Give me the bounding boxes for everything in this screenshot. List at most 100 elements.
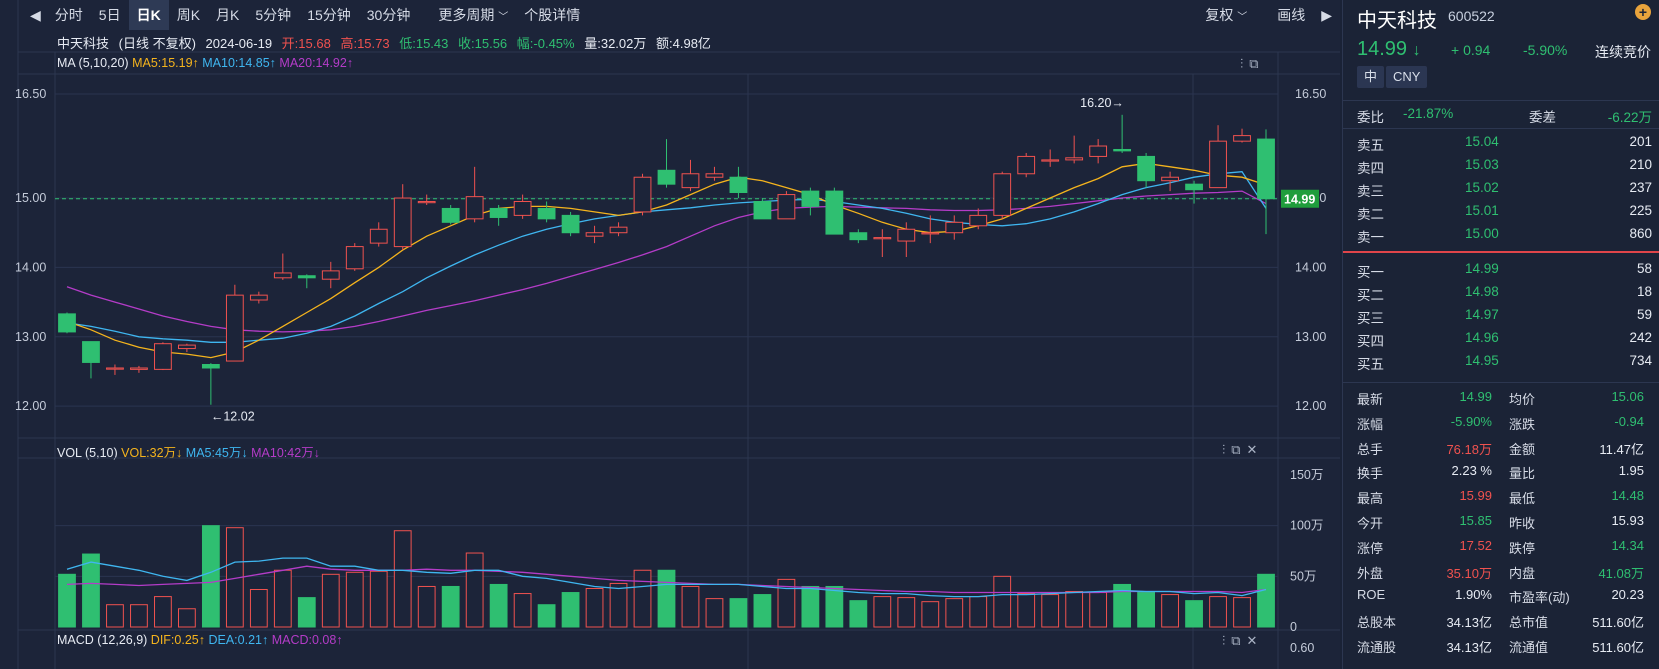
tab-30min[interactable]: 30分钟 [366, 7, 411, 23]
popout-icon[interactable]: ⧉ [1249, 56, 1265, 71]
weibi-row: 委比 -21.87% 委差 -6.22万 [1357, 106, 1652, 128]
add-watchlist-icon[interactable]: + [1635, 4, 1651, 20]
current-price-tag [1281, 189, 1319, 208]
stat-label: 最低 [1509, 491, 1536, 507]
macd-tick-label: 0.60 [1290, 641, 1314, 655]
level-price: 14.99 [1465, 261, 1499, 276]
price-tick-label: 12.00 [15, 399, 46, 413]
candle-up [945, 221, 964, 234]
candle-down [58, 313, 76, 333]
draw-line-button[interactable]: 画线 [1277, 7, 1306, 23]
stat-item: 涨跌 -0.94 [1509, 414, 1644, 434]
candle-down [489, 207, 508, 218]
more-periods-dropdown[interactable]: 更多周期 ﹀ [430, 0, 516, 30]
candle-up [513, 201, 532, 216]
quote-stock-code: 600522 [1448, 8, 1495, 24]
volume-bar-up [945, 598, 964, 628]
candle-up [345, 246, 364, 270]
buy-level-row[interactable]: 买五 14.95 734 [1357, 353, 1652, 375]
buy-level-row[interactable]: 买四 14.96 242 [1357, 330, 1652, 352]
stat-value: 511.60亿 [1592, 615, 1644, 631]
settings-sliders-icon[interactable]: ⫶ [1222, 442, 1232, 457]
tab-fenshi[interactable]: 分时 [54, 7, 83, 23]
info-close: 收:15.56 [458, 36, 508, 51]
close-icon[interactable]: ✕ [1246, 442, 1264, 457]
kline-chart-svg[interactable]: 16.5016.5015.0015.0014.0014.0013.0013.00… [0, 0, 1340, 669]
vol-legend-title: VOL (5,10) [57, 446, 118, 460]
level-label: 买五 [1357, 357, 1384, 372]
fuquan-dropdown[interactable]: 复权 ﹀ [1197, 0, 1255, 30]
candle-down [1185, 183, 1203, 191]
stat-value: 17.52 [1459, 537, 1492, 553]
tab-5min[interactable]: 5分钟 [255, 7, 292, 23]
info-date: 2024-06-19 [205, 36, 273, 51]
market-tag: 中 [1357, 66, 1385, 88]
stat-item: ROE 1.90% [1357, 587, 1492, 607]
volume-bar-up [681, 585, 700, 628]
stat-item: 均价 15.06 [1509, 389, 1644, 409]
high-marker-label: 16.20→ [1080, 96, 1124, 110]
sell-level-row[interactable]: 卖一 15.00 860 [1357, 226, 1652, 248]
tab-15min[interactable]: 15分钟 [307, 7, 351, 23]
stat-item: 总股本 34.13亿 [1357, 612, 1492, 632]
level-label: 买三 [1357, 311, 1384, 326]
price-tick-label: 16.50 [1295, 87, 1326, 101]
candle-down [1137, 155, 1156, 182]
sell-level-row[interactable]: 卖三 15.02 237 [1357, 180, 1652, 202]
volume-bar-down [753, 594, 772, 628]
sell-level-row[interactable]: 卖四 15.03 210 [1357, 157, 1652, 179]
info-volume: 量:32.02万 [584, 36, 647, 51]
settings-sliders-icon[interactable]: ⫶ [1222, 633, 1232, 648]
volume-bar-up [154, 596, 172, 628]
period-toolbar: ◀ 分时 5日 日K 周K 月K 5分钟 15分钟 30分钟 更多周期 ﹀ 个股… [0, 0, 1340, 30]
candle-down [825, 190, 844, 235]
popout-icon[interactable]: ⧉ [1231, 442, 1247, 457]
candle-down [537, 207, 556, 220]
buy-level-row[interactable]: 买二 14.98 18 [1357, 284, 1652, 306]
stat-item: 最新 14.99 [1357, 389, 1492, 409]
volume-bar-up [106, 604, 124, 628]
toolbar-right: 复权 ﹀ 画线 ▶ [1197, 0, 1340, 30]
level-volume: 58 [1636, 261, 1652, 276]
stock-detail-link[interactable]: 个股详情 [524, 7, 581, 23]
candle-up [1209, 140, 1227, 189]
candle-up [465, 196, 484, 220]
prev-arrow-icon[interactable]: ◀ [30, 7, 41, 23]
candle-up [777, 194, 796, 220]
stat-value: 20.23 [1611, 587, 1644, 603]
settings-sliders-icon[interactable]: ⫶ [1240, 56, 1250, 71]
candle-up [897, 228, 916, 242]
volume-bar-down [1257, 573, 1275, 628]
stat-item: 涨幅 -5.90% [1357, 414, 1492, 434]
candle-up [106, 367, 124, 370]
info-mode: (日线 不复权) [118, 36, 196, 51]
close-icon[interactable]: ✕ [1246, 633, 1264, 648]
popout-icon[interactable]: ⧉ [1231, 633, 1247, 648]
stat-label: 涨跌 [1509, 416, 1536, 432]
tab-5day[interactable]: 5日 [98, 7, 121, 23]
sell-level-row[interactable]: 卖五 15.04 201 [1357, 134, 1652, 156]
stat-label: 换手 [1357, 466, 1384, 482]
next-arrow-icon[interactable]: ▶ [1321, 7, 1332, 23]
more-periods-label: 更多周期 [438, 7, 495, 23]
volume-bar-down [489, 583, 508, 628]
volume-bar-down [201, 525, 220, 628]
volume-bar-up [777, 578, 796, 628]
weibi-value: -21.87% [1403, 106, 1454, 121]
divider [1343, 100, 1659, 101]
sell-level-row[interactable]: 卖二 15.01 225 [1357, 203, 1652, 225]
volume-bar-down [657, 569, 676, 628]
candle-up [609, 226, 628, 234]
info-stock-name: 中天科技 [57, 36, 110, 51]
tab-weekk[interactable]: 周K [176, 7, 201, 23]
buy-level-row[interactable]: 买三 14.97 59 [1357, 307, 1652, 329]
level-label: 卖三 [1357, 184, 1384, 199]
buy-level-row[interactable]: 买一 14.99 58 [1357, 261, 1652, 283]
stat-value: 15.85 [1459, 513, 1492, 528]
tab-monthk[interactable]: 月K [216, 7, 240, 23]
volume-bar-down [849, 600, 868, 628]
tab-dayk[interactable]: 日K [128, 0, 169, 30]
stat-label: 涨幅 [1357, 416, 1384, 432]
level-label: 卖一 [1357, 230, 1384, 245]
stat-value: 14.48 [1611, 488, 1644, 504]
